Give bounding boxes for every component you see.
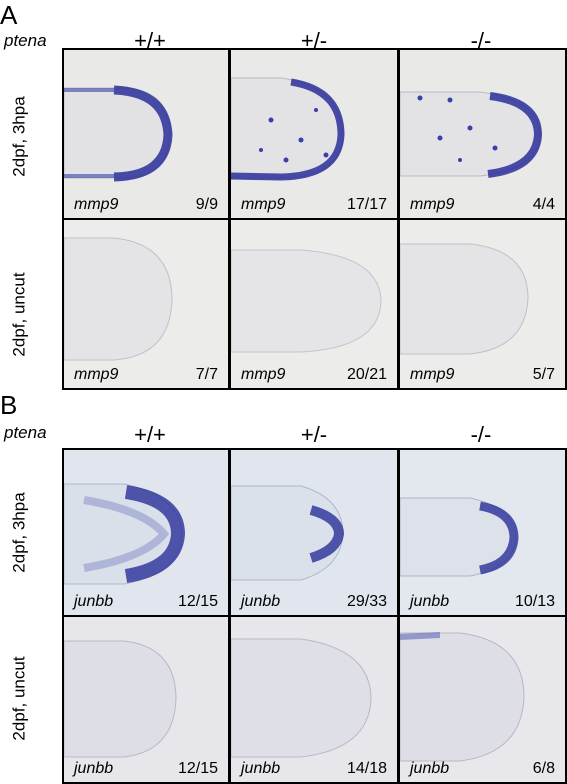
embryo-count: 29/33	[346, 593, 387, 610]
fin-tissue-image	[231, 77, 345, 181]
micrograph-a-r2-c2: mmp9 20/21	[231, 220, 397, 388]
probe-label: junbb	[241, 760, 281, 777]
micrograph-a-r2-c1: mmp9 7/7	[64, 220, 228, 388]
probe-label: mmp9	[74, 366, 119, 383]
micrograph-b-r2-c2: junbb 14/18	[231, 617, 397, 782]
genotype-b-het: +/-	[300, 422, 328, 447]
panel-label-a: A	[0, 0, 18, 30]
fin-tissue-image	[231, 485, 345, 581]
embryo-count: 12/15	[177, 760, 218, 777]
micrograph-b-r1-c1: junbb 12/15	[64, 450, 228, 615]
micrograph-b-r1-c3: junbb 10/13	[400, 450, 565, 615]
panel-label-b: B	[0, 390, 18, 420]
genotype-b-hom: -/-	[470, 422, 492, 447]
probe-label: junbb	[241, 593, 281, 610]
genotype-a-het: +/-	[300, 28, 328, 53]
embryo-count: 7/7	[195, 366, 218, 383]
fin-tissue-image	[231, 249, 382, 353]
embryo-count: 5/7	[532, 366, 555, 383]
embryo-count: 10/13	[514, 593, 555, 610]
fin-tissue-image	[400, 632, 525, 762]
micrograph-b-r1-c2: junbb 29/33	[231, 450, 397, 615]
fin-tissue-image	[231, 638, 372, 758]
embryo-count: 6/8	[532, 760, 555, 777]
probe-label: junbb	[74, 593, 114, 610]
fin-tissue-image	[64, 483, 186, 585]
micrograph-b-r2-c1: junbb 12/15	[64, 617, 228, 782]
probe-label: mmp9	[410, 366, 455, 383]
fin-tissue-image	[400, 243, 529, 355]
fin-tissue-image	[400, 497, 519, 577]
gene-label-a: ptena	[4, 31, 47, 50]
embryo-count: 17/17	[346, 196, 387, 213]
micrograph-a-r1-c2: mmp9 17/17	[231, 50, 397, 218]
fin-tissue-image	[400, 91, 543, 178]
embryo-count: 14/18	[346, 760, 387, 777]
embryo-count: 4/4	[532, 196, 555, 213]
genotype-a-hom: -/-	[470, 28, 492, 53]
row-label-b-uncut: 2dpf, uncut	[9, 656, 29, 741]
micrograph-a-r1-c1: mmp9 9/9	[64, 50, 228, 218]
micrograph-b-r2-c3: junbb 6/8	[400, 617, 565, 782]
micrograph-a-r2-c3: mmp9 5/7	[400, 220, 565, 388]
row-label-a-3hpa: 2dpf, 3hpa	[9, 96, 29, 177]
row-label-a-uncut: 2dpf, uncut	[9, 272, 29, 357]
probe-label: junbb	[74, 760, 114, 777]
embryo-count: 20/21	[346, 366, 387, 383]
genotype-a-wt: +/+	[134, 28, 166, 53]
fin-tissue-image	[64, 85, 173, 182]
fin-tissue-image	[64, 237, 173, 361]
probe-label: mmp9	[410, 196, 455, 213]
probe-label: mmp9	[241, 196, 286, 213]
image-grid-a: mmp9 9/9 mmp9 17/17 mmp9 4/4 mmp9 7/7	[62, 48, 567, 390]
embryo-count: 9/9	[195, 196, 218, 213]
fin-tissue-image	[64, 640, 177, 758]
genotype-b-wt: +/+	[134, 422, 166, 447]
gene-label-b: ptena	[4, 423, 47, 442]
probe-label: mmp9	[241, 366, 286, 383]
probe-label: mmp9	[74, 196, 119, 213]
embryo-count: 12/15	[177, 593, 218, 610]
probe-label: junbb	[410, 760, 450, 777]
row-label-b-3hpa: 2dpf, 3hpa	[9, 492, 29, 573]
micrograph-a-r1-c3: mmp9 4/4	[400, 50, 565, 218]
image-grid-b: junbb 12/15 junbb 29/33 junbb 10/13 junb…	[62, 448, 567, 784]
probe-label: junbb	[410, 593, 450, 610]
